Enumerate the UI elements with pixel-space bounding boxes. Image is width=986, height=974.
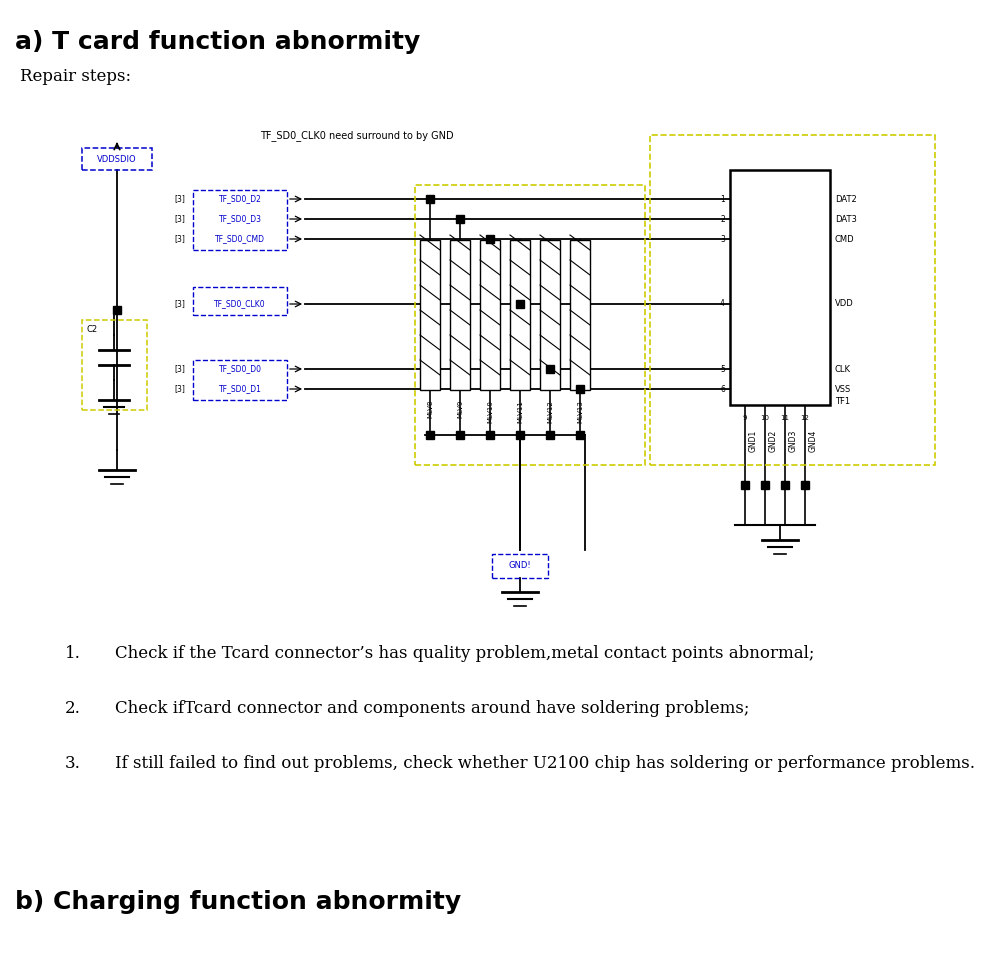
Bar (570, 240, 590, 390)
Text: Check ifTcard connector and components around have soldering problems;: Check ifTcard connector and components a… (115, 700, 748, 717)
Text: GND4: GND4 (808, 430, 816, 452)
Text: GND2: GND2 (768, 430, 777, 452)
Bar (510, 240, 529, 390)
Text: [3]: [3] (174, 364, 184, 373)
Text: MLV11: MLV11 (517, 400, 523, 423)
Text: DAT2: DAT2 (834, 195, 856, 204)
Text: 5: 5 (720, 364, 725, 373)
Text: [3]: [3] (174, 385, 184, 393)
Bar (450, 240, 469, 390)
Text: TF_SD0_CLK0 need surround to by GND: TF_SD0_CLK0 need surround to by GND (259, 130, 454, 141)
Text: VDDSDIO: VDDSDIO (97, 155, 137, 164)
Text: 12: 12 (800, 415, 809, 421)
Text: 11: 11 (780, 415, 789, 421)
Text: TF_SD0_D0: TF_SD0_D0 (218, 364, 261, 373)
Text: [3]: [3] (174, 299, 184, 309)
Text: GND3: GND3 (788, 430, 797, 452)
Text: TF_SD0_D3: TF_SD0_D3 (218, 214, 261, 223)
Bar (491, 554, 547, 578)
Text: 3.: 3. (65, 755, 81, 772)
Text: a) T card function abnormity: a) T card function abnormity (15, 30, 420, 54)
Text: VSS: VSS (834, 385, 850, 393)
Text: [3]: [3] (174, 214, 184, 223)
Bar (539, 240, 559, 390)
Text: 6: 6 (720, 385, 725, 393)
Text: Repair steps:: Repair steps: (20, 68, 131, 85)
Text: 4: 4 (720, 299, 725, 309)
Text: TF_SD0_D2: TF_SD0_D2 (218, 195, 261, 204)
Text: b) Charging function abnormity: b) Charging function abnormity (15, 890, 460, 914)
Text: DAT3: DAT3 (834, 214, 856, 223)
Bar (414, 185, 644, 465)
Text: 9: 9 (742, 415, 746, 421)
Text: MLV10: MLV10 (486, 400, 492, 423)
Text: TF_SD0_D1: TF_SD0_D1 (218, 385, 261, 393)
Text: 10: 10 (760, 415, 769, 421)
Bar (193, 287, 287, 315)
Bar (82, 148, 152, 170)
Text: 2.: 2. (65, 700, 81, 717)
Bar (193, 190, 287, 250)
Text: Check if the Tcard connector’s has quality problem,metal contact points abnormal: Check if the Tcard connector’s has quali… (115, 645, 813, 662)
Bar (82, 320, 147, 410)
Text: 1: 1 (720, 195, 725, 204)
Bar (479, 240, 500, 390)
Text: C2: C2 (87, 325, 98, 334)
Text: TF_SD0_CLK0: TF_SD0_CLK0 (214, 299, 265, 309)
Text: TF1: TF1 (834, 396, 849, 405)
Text: [3]: [3] (174, 195, 184, 204)
Text: MLV12: MLV12 (546, 400, 552, 423)
Bar (420, 240, 440, 390)
Text: 2: 2 (720, 214, 725, 223)
Bar (650, 135, 934, 465)
Bar (730, 170, 829, 405)
Text: GND!: GND! (508, 561, 530, 571)
Text: If still failed to find out problems, check whether U2100 chip has soldering or : If still failed to find out problems, ch… (115, 755, 974, 772)
Text: CMD: CMD (834, 235, 854, 244)
Text: 3: 3 (720, 235, 725, 244)
Text: VDD: VDD (834, 299, 853, 309)
Text: MLV9: MLV9 (457, 400, 462, 419)
Text: [3]: [3] (174, 235, 184, 244)
Text: MLV8: MLV8 (427, 400, 433, 419)
Text: GND1: GND1 (747, 430, 756, 452)
Text: TF_SD0_CMD: TF_SD0_CMD (215, 235, 264, 244)
Text: MLV13: MLV13 (577, 400, 583, 423)
Text: 1.: 1. (65, 645, 81, 662)
Text: CLK: CLK (834, 364, 850, 373)
Bar (193, 360, 287, 400)
